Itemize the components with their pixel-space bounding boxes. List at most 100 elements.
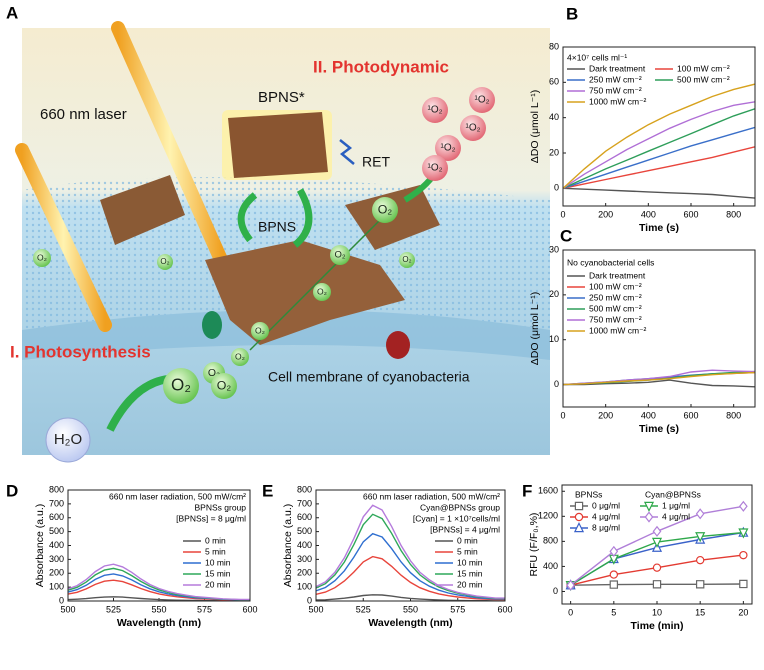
oxygen-label: O₂ xyxy=(235,351,245,361)
singlet-oxygen-bubble xyxy=(460,115,486,141)
singlet-oxygen-bubble xyxy=(422,97,448,123)
oxygen-bubble xyxy=(231,348,249,366)
x-axis-label: Time (min) xyxy=(631,620,684,632)
y-tick-label: 80 xyxy=(549,41,559,51)
legend-label: 1000 mW cm⁻² xyxy=(589,96,647,106)
legend-label: 1 μg/ml xyxy=(662,500,690,510)
legend-label: 500 mW cm⁻² xyxy=(677,74,730,84)
oxygen-label: O₂ xyxy=(255,325,265,335)
oxygen-bubble xyxy=(211,373,237,399)
singlet-oxygen-bubble xyxy=(469,87,495,113)
legend-marker xyxy=(574,512,584,522)
legend-label: Dark treatment xyxy=(589,270,646,280)
legend-marker xyxy=(643,501,655,512)
legend-label: 0 min xyxy=(457,535,478,545)
y-tick-label: 200 xyxy=(49,568,64,578)
y-tick-label: 600 xyxy=(297,512,312,522)
ret-arrow xyxy=(339,139,355,165)
y-tick-label: 0 xyxy=(554,379,559,389)
oxygen-label: O₂ xyxy=(160,257,169,266)
annotation: [Cyan] = 1 ×10⁷cells/ml xyxy=(413,513,500,523)
marker xyxy=(609,580,619,589)
y-tick-label: 1200 xyxy=(538,511,558,521)
laser-beam xyxy=(15,143,112,332)
legend-label: 15 min xyxy=(205,568,231,578)
y-tick-label: 60 xyxy=(549,77,559,87)
title: I. Photosynthesis xyxy=(10,342,151,361)
series-line xyxy=(563,83,755,189)
legend-group-title: BPNSs xyxy=(575,489,602,499)
series-line xyxy=(68,563,250,601)
x-tick-label: 0 xyxy=(560,410,565,420)
y-tick-label: 0 xyxy=(307,595,312,605)
series-line xyxy=(316,532,505,600)
x-tick-label: 525 xyxy=(106,604,121,614)
y-tick-label: 500 xyxy=(49,526,64,536)
label: RET xyxy=(362,154,390,170)
plot-frame xyxy=(67,489,251,602)
series-line xyxy=(563,146,755,189)
legend-label: 0 μg/ml xyxy=(592,500,620,510)
oxygen-bubble xyxy=(313,283,331,301)
arrow xyxy=(237,192,258,243)
y-tick-label: 10 xyxy=(549,334,559,344)
x-tick-label: 500 xyxy=(308,604,323,614)
marker xyxy=(652,563,662,572)
x-tick-label: 400 xyxy=(641,410,656,420)
annotation: [BPNSs] = 4 μg/ml xyxy=(430,524,500,534)
x-axis-label: Time (s) xyxy=(639,423,679,435)
y-tick-label: 300 xyxy=(297,554,312,564)
legend-marker xyxy=(574,501,584,511)
panel-label: A xyxy=(6,3,18,22)
x-tick-label: 550 xyxy=(403,604,418,614)
y-tick-label: 20 xyxy=(549,289,559,299)
y-tick-label: 0 xyxy=(554,183,559,193)
y-tick-label: 700 xyxy=(49,498,64,508)
y-tick-label: 200 xyxy=(297,568,312,578)
x-tick-label: 5 xyxy=(611,607,616,617)
plot-frame xyxy=(315,489,506,602)
x-tick-label: 600 xyxy=(683,410,698,420)
y-tick-label: 0 xyxy=(553,586,558,596)
water-bubble xyxy=(45,417,91,463)
x-tick-label: 800 xyxy=(726,410,741,420)
x-tick-label: 575 xyxy=(450,604,465,614)
legend-label: 1000 mW cm⁻² xyxy=(589,325,647,335)
x-tick-label: 400 xyxy=(641,209,656,219)
annotation: Cyan@BPNSs group xyxy=(420,502,500,512)
y-tick-label: 700 xyxy=(297,498,312,508)
protein xyxy=(202,311,222,339)
y-axis-label: ΔDO (μmol L⁻¹) xyxy=(529,90,541,163)
oxygen-label: O₂ xyxy=(334,250,345,261)
annotation: 4×10⁷ cells ml⁻¹ xyxy=(567,52,627,62)
legend-group-title: Cyan@BPNSs xyxy=(645,489,701,499)
legend-label: 4 μg/ml xyxy=(592,511,620,521)
y-tick-label: 30 xyxy=(549,244,559,254)
y-tick-label: 800 xyxy=(543,536,558,546)
y-tick-label: 40 xyxy=(549,112,559,122)
x-tick-label: 0 xyxy=(568,607,573,617)
y-tick-label: 1600 xyxy=(538,486,558,496)
x-tick-label: 600 xyxy=(683,209,698,219)
oxygen-bubble xyxy=(372,197,398,223)
legend-label: 250 mW cm⁻² xyxy=(589,74,642,84)
y-axis-label: Absorbance (a.u.) xyxy=(34,504,46,587)
legend-label: 500 mW cm⁻² xyxy=(589,303,642,313)
illustration: H₂O A II. Photodynamic 660 nm laser BPNS… xyxy=(6,3,550,463)
legend-label: 250 mW cm⁻² xyxy=(589,292,642,302)
legend-label: Dark treatment xyxy=(589,63,646,73)
marker xyxy=(695,555,705,565)
water-label: H₂O xyxy=(54,431,82,448)
legend-marker xyxy=(644,511,654,523)
x-tick-label: 10 xyxy=(652,607,662,617)
x-tick-label: 525 xyxy=(356,604,371,614)
annotation: No cyanobacterial cells xyxy=(567,257,654,267)
oxygen-label: O₂ xyxy=(37,252,47,262)
series-line xyxy=(563,101,755,189)
legend-label: 10 min xyxy=(457,557,483,567)
bpns-sheet xyxy=(100,175,185,245)
annotation: 660 nm laser radiation, 500 mW/cm² xyxy=(363,491,500,501)
singlet-oxygen-label: ¹O₂ xyxy=(441,143,456,154)
x-tick-label: 550 xyxy=(151,604,166,614)
x-tick-label: 0 xyxy=(560,209,565,219)
